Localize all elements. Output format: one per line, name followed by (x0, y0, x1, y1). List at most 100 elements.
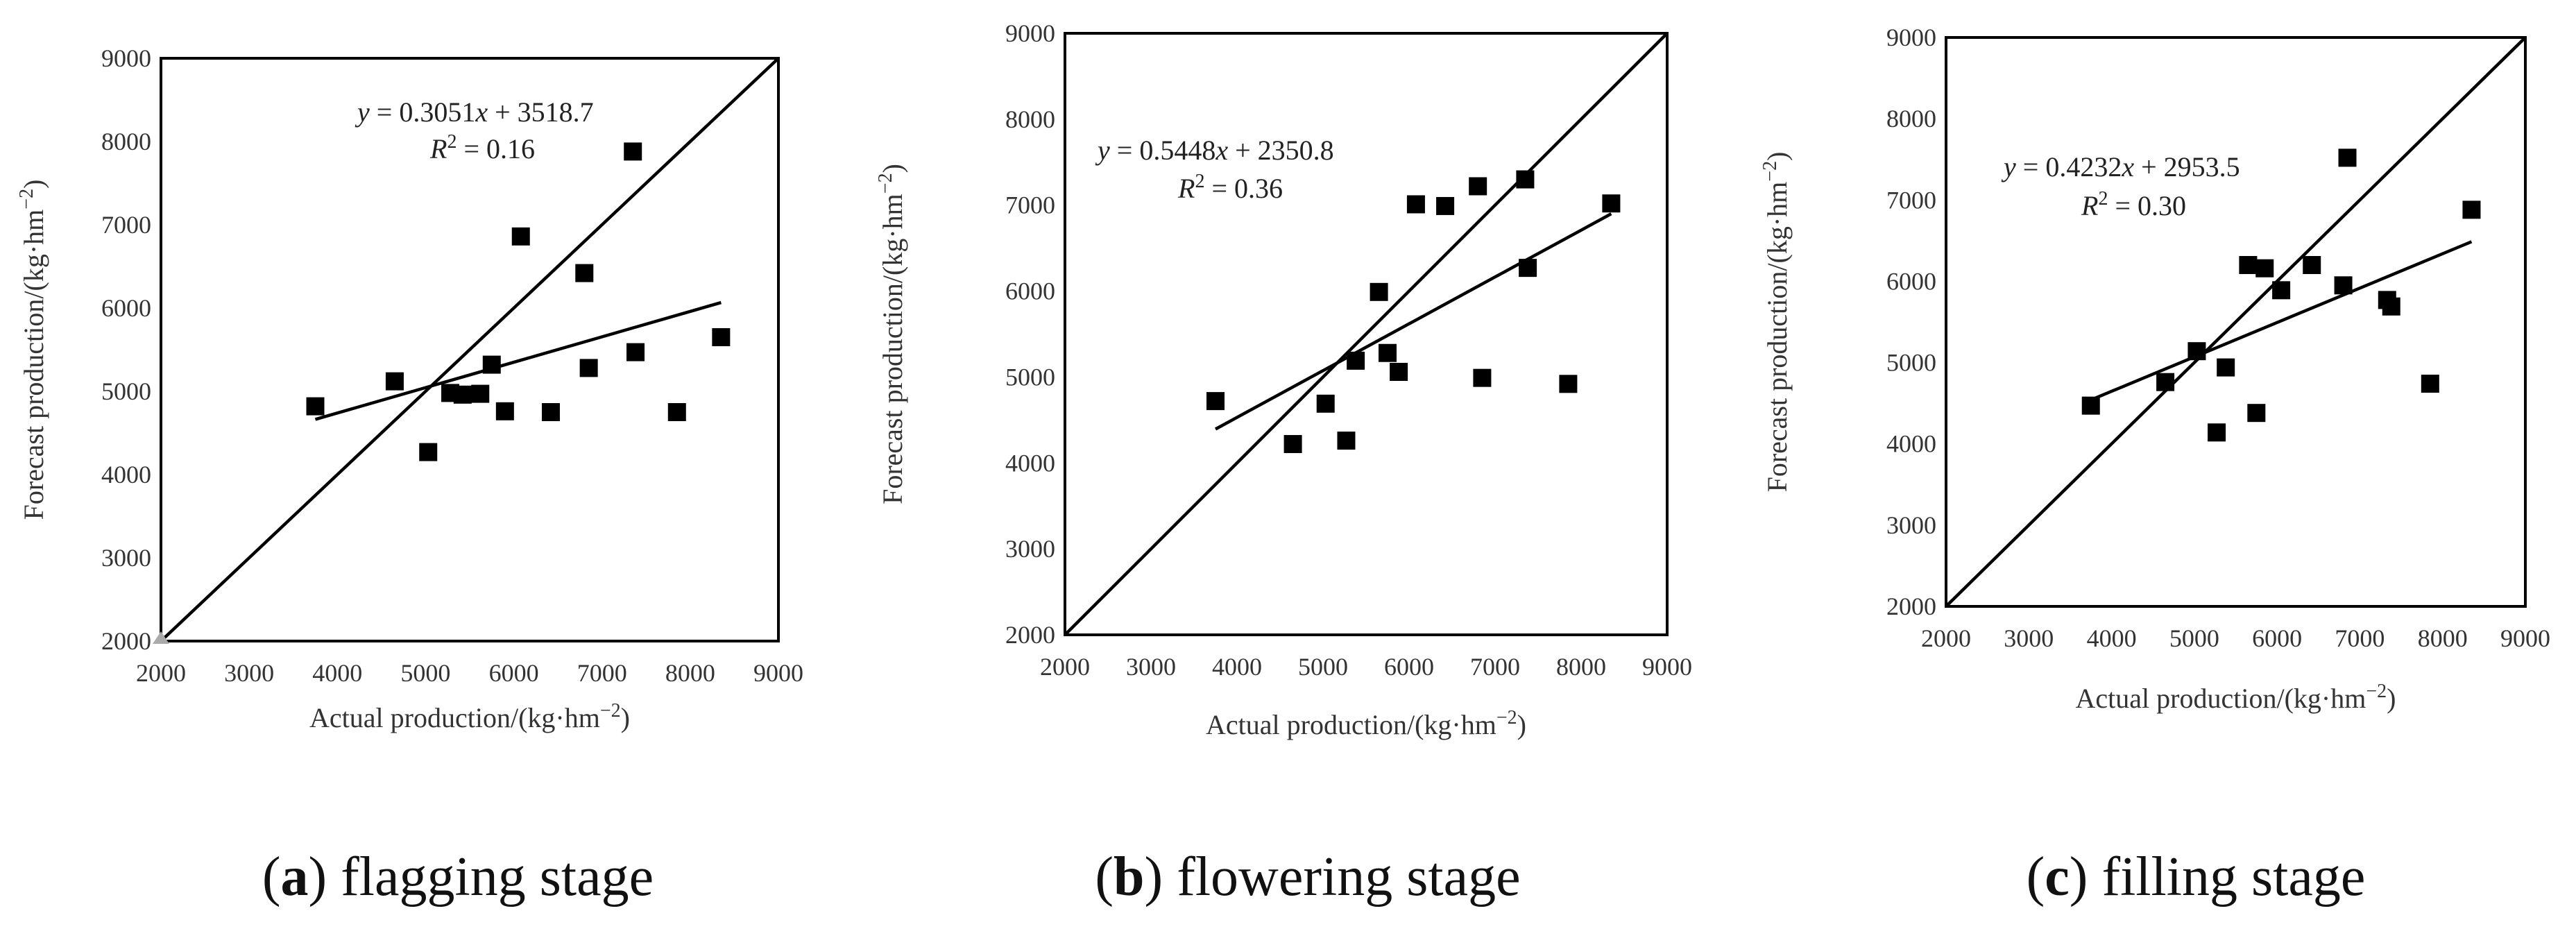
data-point (2156, 373, 2175, 391)
x-tick-label: 4000 (1212, 653, 1262, 681)
y-tick-label: 4000 (1005, 449, 1055, 477)
data-point (2421, 375, 2439, 393)
data-point (511, 227, 530, 246)
y-tick-label: 3000 (1886, 511, 1936, 539)
panel-caption: (c) filling stage (2027, 846, 2366, 907)
x-tick-label: 3000 (224, 659, 274, 687)
x-tick-label: 8000 (665, 659, 715, 687)
data-point (495, 402, 514, 420)
x-tick-label: 9000 (753, 659, 803, 687)
y-tick-label: 7000 (101, 211, 151, 239)
regression-equation: y = 0.4232x + 2953.5 (2001, 151, 2240, 182)
x-tick-label: 2000 (136, 659, 186, 687)
data-point (1390, 362, 1408, 381)
data-point (1337, 432, 1356, 450)
data-point (1316, 394, 1335, 413)
y-tick-label: 7000 (1886, 186, 1936, 214)
data-point (2081, 396, 2100, 415)
x-tick-label: 5000 (1298, 653, 1348, 681)
r-squared-label: R2 = 0.36 (1177, 171, 1283, 205)
y-tick-label: 7000 (1005, 191, 1055, 219)
chart-panel-a: 2000 3000 4000 5000 6000 7000 8000 9000 2000 3000… (16, 44, 804, 907)
data-point (1436, 196, 1455, 215)
x-tick-label: 5000 (2169, 624, 2219, 652)
data-point (2187, 342, 2206, 361)
y-tick-label: 5000 (101, 377, 151, 405)
x-axis-label: Actual production/(kg·hm−2) (309, 700, 630, 734)
plot-frame (1064, 32, 1669, 636)
data-point (471, 384, 490, 403)
r-squared-label: R2 = 0.30 (2081, 188, 2186, 222)
y-tick-label: 6000 (1005, 278, 1055, 305)
data-point (579, 359, 598, 377)
data-point (2247, 404, 2266, 423)
x-tick-label: 7000 (1470, 653, 1520, 681)
y-tick-label: 5000 (1886, 349, 1936, 377)
x-tick-label: 9000 (1642, 653, 1692, 681)
data-point (1469, 177, 1487, 196)
x-tick-label: 8000 (2418, 624, 2468, 652)
data-point (1559, 375, 1578, 393)
data-point (306, 397, 325, 416)
panel-caption: (b) flowering stage (1095, 846, 1520, 907)
y-axis-label: Forecast production/(kg·hm−2) (16, 180, 50, 520)
x-tick-label: 6000 (1384, 653, 1434, 681)
x-tick-label: 8000 (1556, 653, 1606, 681)
data-point (712, 328, 731, 346)
data-point (541, 403, 560, 421)
y-axis-label: Forecast production/(kg·hm−2) (1759, 152, 1793, 493)
x-tick-label: 7000 (2335, 624, 2385, 652)
chart-panel-b: 2000 3000 4000 5000 6000 7000 8000 9000 2000 3000… (875, 19, 1693, 907)
data-point (1406, 195, 1425, 214)
data-point (1379, 343, 1397, 362)
y-tick-label: 9000 (101, 44, 151, 72)
y-tick-label: 8000 (1005, 105, 1055, 133)
data-point (385, 372, 404, 391)
y-tick-label: 2000 (101, 627, 151, 655)
plot-frame (160, 57, 780, 642)
data-point (624, 142, 642, 161)
y-tick-label: 8000 (1886, 105, 1936, 133)
data-point (626, 343, 645, 361)
data-point (1206, 392, 1225, 411)
x-tick-label: 6000 (2252, 624, 2302, 652)
x-axis-label: Actual production/(kg·hm−2) (1206, 707, 1526, 741)
data-point (2303, 256, 2321, 274)
r-squared-label: R2 = 0.16 (429, 131, 535, 165)
data-point (1602, 194, 1621, 213)
data-point (1516, 170, 1535, 189)
data-point (575, 264, 594, 282)
data-point (667, 403, 686, 421)
y-tick-label: 5000 (1005, 363, 1055, 391)
data-point (2334, 276, 2353, 295)
y-tick-label: 6000 (101, 294, 151, 322)
regression-equation: y = 0.5448x + 2350.8 (1095, 135, 1334, 166)
data-point (1473, 368, 1492, 387)
y-tick-label: 2000 (1886, 593, 1936, 620)
one-to-one-line (1945, 36, 2527, 608)
chart-panel-c: 2000 3000 4000 5000 6000 7000 8000 9000 2000 3000… (1759, 24, 2551, 907)
data-point (2239, 256, 2258, 274)
panel-caption: (a) flagging stage (262, 846, 654, 907)
data-point (2255, 259, 2274, 278)
x-tick-label: 5000 (400, 659, 450, 687)
regression-line (2090, 240, 2473, 402)
one-to-one-line (160, 57, 780, 642)
data-point (482, 355, 501, 374)
data-point (1370, 282, 1388, 301)
y-tick-label: 2000 (1005, 621, 1055, 649)
data-point (1519, 259, 1537, 278)
x-tick-label: 3000 (2004, 624, 2054, 652)
y-tick-label: 4000 (1886, 430, 1936, 458)
plot-frame (1945, 36, 2527, 608)
y-tick-label: 3000 (1005, 535, 1055, 563)
y-tick-label: 8000 (101, 128, 151, 155)
one-to-one-line (1064, 32, 1669, 636)
data-point (2272, 281, 2291, 300)
origin-marker-icon (153, 631, 169, 644)
data-point (2462, 201, 2481, 219)
x-tick-label: 6000 (489, 659, 539, 687)
y-tick-label: 6000 (1886, 267, 1936, 295)
regression-equation: y = 0.3051x + 3518.7 (355, 96, 594, 128)
